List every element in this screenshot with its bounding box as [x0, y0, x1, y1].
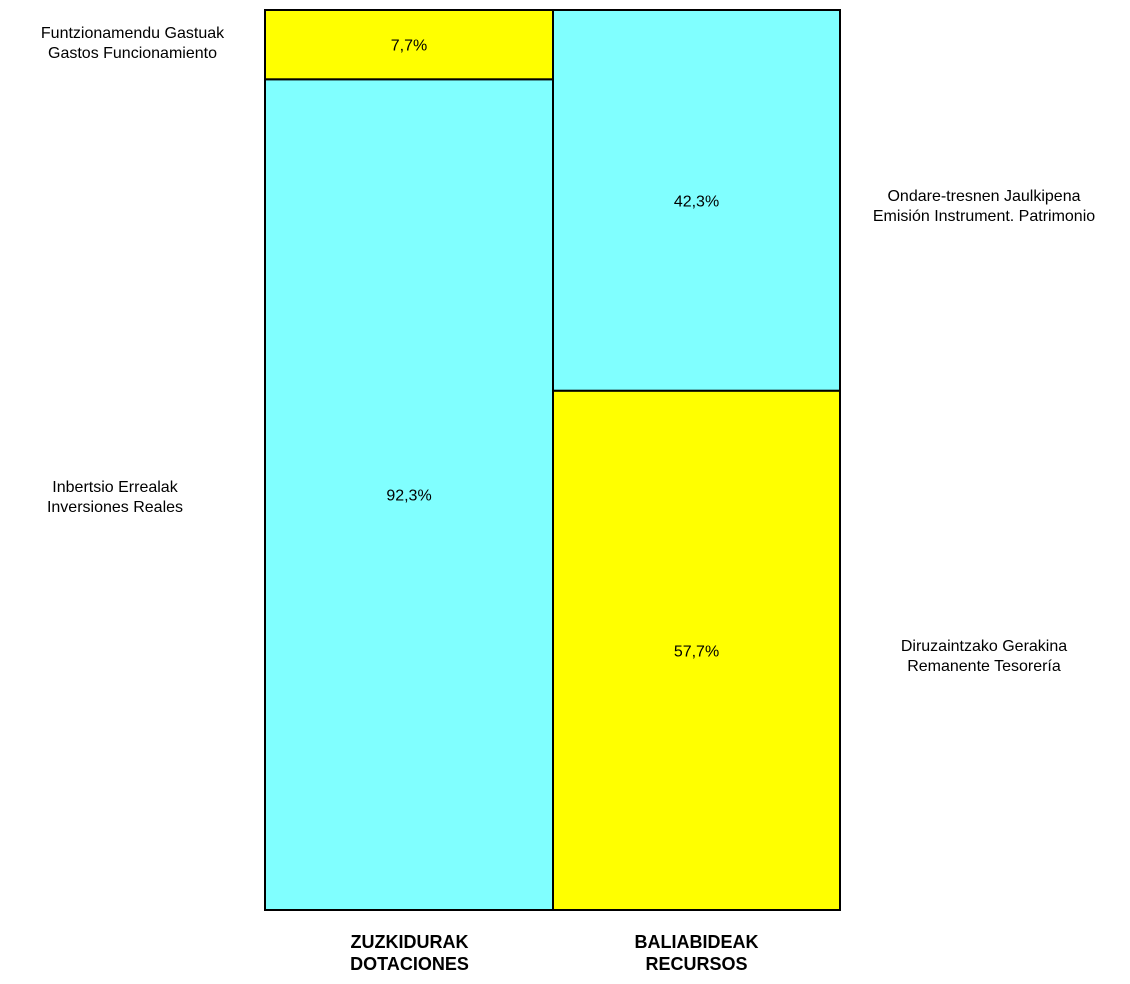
- label-gastos-funcionamiento-eu: Funtzionamendu Gastuak: [40, 25, 225, 42]
- label-inversiones-reales-es: Inversiones Reales: [46, 499, 184, 516]
- data-label-1-1: 42,3%: [674, 193, 719, 210]
- label-inversiones-reales-eu: Inbertsio Errealak: [52, 479, 178, 496]
- data-label-0-1: 7,7%: [391, 38, 427, 55]
- column-label-dotaciones-eu: ZUZKIDURAK: [350, 932, 469, 952]
- label-remanente-tesoreria-eu: Diruzaintzako Gerakina: [900, 638, 1068, 655]
- label-remanente-tesoreria-es: Remanente Tesorería: [907, 658, 1061, 675]
- column-label-recursos-eu: BALIABIDEAK: [634, 932, 759, 952]
- column-label-dotaciones-es: DOTACIONES: [350, 954, 469, 974]
- column-label-dotaciones: ZUZKIDURAK DOTACIONES: [265, 931, 554, 975]
- label-remanente-tesoreria: Diruzaintzako Gerakina Remanente Tesorer…: [838, 637, 1130, 677]
- label-emision-instrument: Ondare-tresnen Jaulkipena Emisión Instru…: [838, 187, 1130, 227]
- bar-segment-0-0: [264, 78, 554, 912]
- column-label-recursos: BALIABIDEAK RECURSOS: [553, 931, 840, 975]
- label-emision-instrument-es: Emisión Instrument. Patrimonio: [872, 208, 1096, 225]
- label-inversiones-reales: Inbertsio Errealak Inversiones Reales: [0, 478, 230, 518]
- bar-segment-0-1: [264, 9, 554, 81]
- label-gastos-funcionamiento-es: Gastos Funcionamiento: [48, 45, 217, 62]
- data-label-0-0: 92,3%: [386, 488, 431, 505]
- column-label-recursos-es: RECURSOS: [645, 954, 748, 974]
- data-label-1-0: 57,7%: [674, 643, 719, 660]
- bar-segment-1-0: [552, 389, 841, 911]
- bar-segment-1-1: [552, 9, 841, 392]
- label-gastos-funcionamiento: Funtzionamendu Gastuak Gastos Funcionami…: [0, 24, 265, 64]
- label-emision-instrument-eu: Ondare-tresnen Jaulkipena: [887, 188, 1081, 205]
